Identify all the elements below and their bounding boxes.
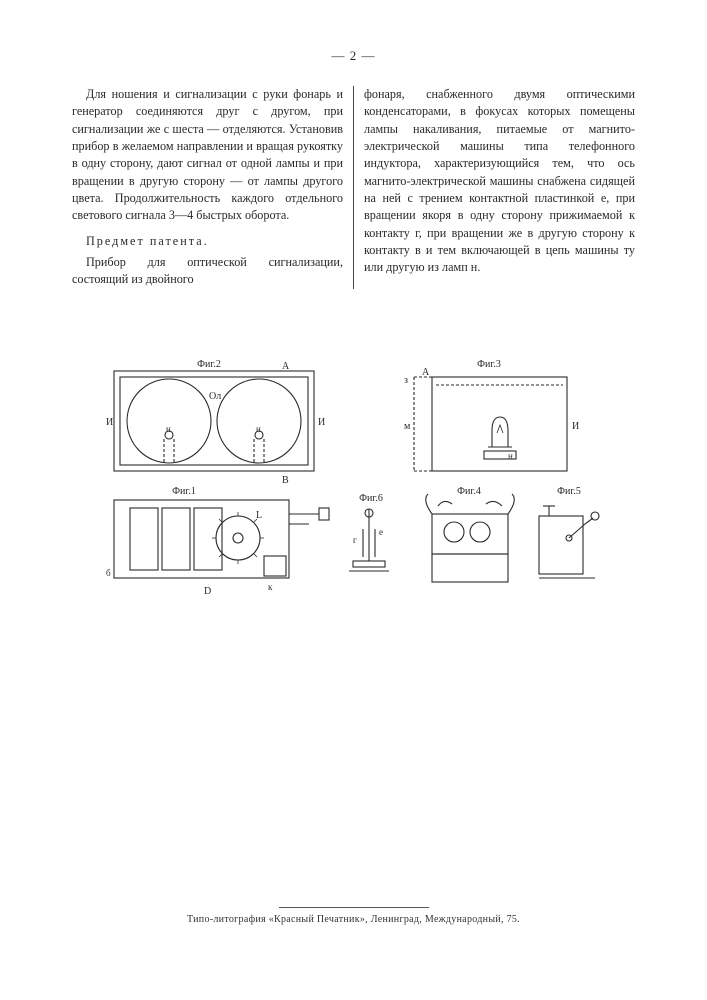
fig3: Фиг.3 И з <box>404 359 579 471</box>
svg-text:е: е <box>379 527 383 537</box>
subject-heading: Предмет патента. <box>72 233 343 250</box>
svg-text:D: D <box>204 586 211 597</box>
claim-right: фонаря, снабженного двумя оптическими ко… <box>364 86 635 277</box>
svg-text:A: A <box>282 361 290 372</box>
svg-text:Ол: Ол <box>209 391 221 402</box>
svg-text:к: к <box>268 582 273 592</box>
svg-text:Фиг.5: Фиг.5 <box>557 486 581 497</box>
text-columns: Для ношения и сигнализации с руки фонарь… <box>72 86 635 289</box>
svg-text:Фиг.6: Фиг.6 <box>359 493 383 504</box>
claim-left: Прибор для оптической сигнализации, сост… <box>72 254 343 289</box>
svg-text:A: A <box>422 367 430 378</box>
right-column: фонаря, снабженного двумя оптическими ко… <box>354 86 635 289</box>
footer-rule <box>279 907 429 908</box>
svg-text:н: н <box>508 451 513 461</box>
footer: Типо-литография «Красный Печатник», Лени… <box>0 905 707 925</box>
svg-text:И: И <box>106 417 113 428</box>
svg-text:B: B <box>282 475 289 486</box>
left-column: Для ношения и сигнализации с руки фонарь… <box>72 86 354 289</box>
page-number: — 2 — <box>72 48 635 64</box>
fig4: Фиг.4 <box>425 486 514 582</box>
svg-text:н: н <box>166 424 171 434</box>
svg-text:Фиг.3: Фиг.3 <box>477 359 501 370</box>
svg-text:И: И <box>318 417 325 428</box>
svg-text:Фиг.4: Фиг.4 <box>457 486 481 497</box>
svg-text:м: м <box>404 421 411 432</box>
svg-text:б: б <box>106 568 111 578</box>
svg-text:L: L <box>256 510 262 521</box>
svg-text:г: г <box>353 535 357 545</box>
fig2: Фиг.2 Ол н н И И A B <box>106 359 325 486</box>
footer-text: Типо-литография «Красный Печатник», Лени… <box>187 914 520 925</box>
svg-text:Фиг.2: Фиг.2 <box>197 359 221 370</box>
svg-text:И: И <box>572 421 579 432</box>
svg-text:Фиг.1: Фиг.1 <box>172 486 196 497</box>
svg-text:з: з <box>404 375 408 386</box>
figures-block: Фиг.2 Ол н н И И A B <box>94 349 614 599</box>
fig1: Фиг.1 <box>106 486 329 597</box>
svg-text:н: н <box>256 424 261 434</box>
fig5: Фиг.5 <box>539 486 599 578</box>
figures-svg: Фиг.2 Ол н н И И A B <box>94 349 614 599</box>
fig6: Фиг.6 е г <box>349 493 389 571</box>
body-para-1: Для ношения и сигнализации с руки фонарь… <box>72 86 343 225</box>
